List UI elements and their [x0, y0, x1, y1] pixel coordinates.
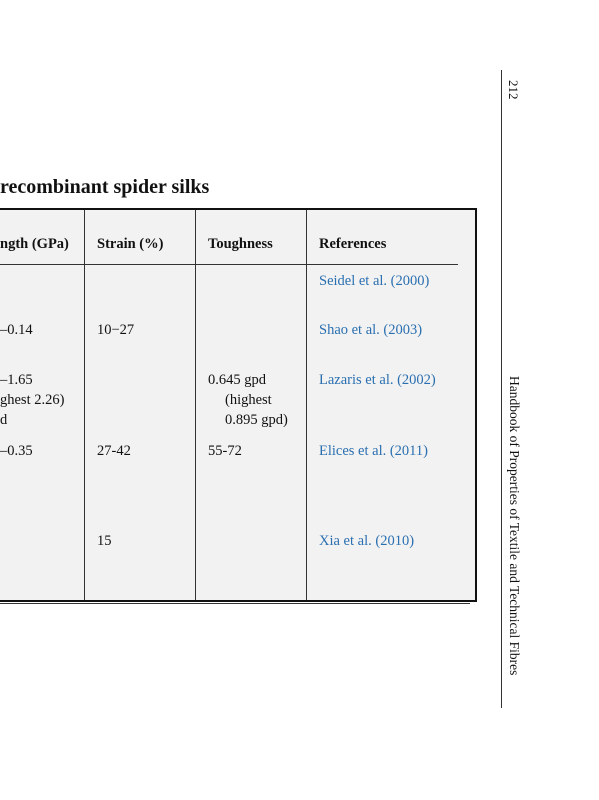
- table-cell-toughness: 55-72: [208, 443, 242, 459]
- header-toughness: Toughness: [208, 236, 273, 252]
- table-cell-toughness: 0.645 gpd: [208, 372, 266, 388]
- table-cell-strength: –1.65: [0, 372, 33, 388]
- table-cell-strength: d: [0, 412, 8, 428]
- table-cell-strength: –0.14: [0, 322, 33, 338]
- table-cell-toughness: 0.895 gpd): [225, 412, 288, 428]
- table-caption: recombinant spider silks: [0, 176, 210, 198]
- column-divider: [306, 210, 307, 600]
- table-cell-strain: 15: [97, 533, 112, 549]
- reference-link[interactable]: Lazaris et al. (2002): [319, 372, 436, 388]
- table-cell-strain: 10−27: [97, 322, 135, 338]
- header-strain: Strain (%): [97, 236, 164, 252]
- table-cell-strength: –0.35: [0, 443, 33, 459]
- running-title: Handbook of Properties of Textile and Te…: [507, 376, 522, 676]
- table-cell-strain: 27-42: [97, 443, 131, 459]
- header-rule: [0, 264, 458, 265]
- table-bottom-rule: [0, 603, 470, 604]
- reference-link[interactable]: Shao et al. (2003): [319, 322, 423, 338]
- table-cell-toughness: (highest: [225, 392, 272, 408]
- reference-link[interactable]: Xia et al. (2010): [319, 533, 415, 549]
- header-references: References: [319, 236, 387, 252]
- data-table: ngth (GPa) Strain (%) Toughness Referenc…: [0, 208, 477, 602]
- column-divider: [84, 210, 85, 600]
- header-strength: ngth (GPa): [0, 236, 69, 252]
- column-divider: [195, 210, 196, 600]
- reference-link[interactable]: Elices et al. (2011): [319, 443, 428, 459]
- running-header-rule: [501, 70, 502, 708]
- reference-link[interactable]: Seidel et al. (2000): [319, 273, 430, 289]
- table-cell-strength: ghest 2.26): [0, 392, 65, 408]
- page-number: 212: [506, 80, 521, 100]
